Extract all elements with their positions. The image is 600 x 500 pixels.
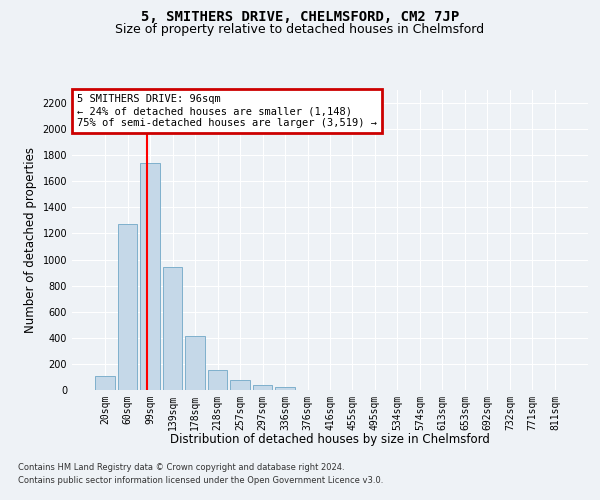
Bar xyxy=(208,370,227,390)
Bar xyxy=(118,224,137,390)
Text: Size of property relative to detached houses in Chelmsford: Size of property relative to detached ho… xyxy=(115,22,485,36)
Bar xyxy=(230,380,250,390)
Bar xyxy=(140,163,160,390)
Text: 5 SMITHERS DRIVE: 96sqm
← 24% of detached houses are smaller (1,148)
75% of semi: 5 SMITHERS DRIVE: 96sqm ← 24% of detache… xyxy=(77,94,377,128)
Bar xyxy=(163,268,182,390)
Y-axis label: Number of detached properties: Number of detached properties xyxy=(24,147,37,333)
Text: 5, SMITHERS DRIVE, CHELMSFORD, CM2 7JP: 5, SMITHERS DRIVE, CHELMSFORD, CM2 7JP xyxy=(141,10,459,24)
Bar xyxy=(185,336,205,390)
Text: Contains HM Land Registry data © Crown copyright and database right 2024.: Contains HM Land Registry data © Crown c… xyxy=(18,464,344,472)
Bar xyxy=(95,376,115,390)
Bar xyxy=(275,386,295,390)
Bar xyxy=(253,385,272,390)
Text: Distribution of detached houses by size in Chelmsford: Distribution of detached houses by size … xyxy=(170,432,490,446)
Text: Contains public sector information licensed under the Open Government Licence v3: Contains public sector information licen… xyxy=(18,476,383,485)
